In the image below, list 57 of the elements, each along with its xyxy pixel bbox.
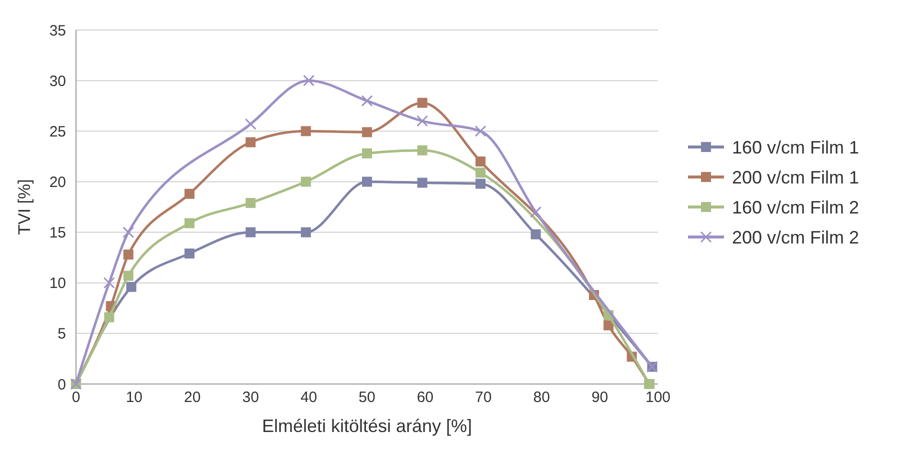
y-tick-label: 30 [49,72,66,90]
point [244,118,256,130]
point [362,176,372,187]
point [246,137,256,148]
y-tick-label: 25 [49,123,66,140]
point [416,115,428,127]
point [417,145,428,156]
legend-label: 160 v/cm Film 2 [732,197,860,218]
y-tick-label: 15 [49,224,66,242]
x-tick-label: 80 [533,389,550,406]
point [530,229,541,240]
y-tick-label: 10 [49,275,66,292]
point [417,178,428,188]
legend-label: 200 v/cm Film 1 [732,167,860,188]
point [361,95,373,107]
x-tick-label: 50 [358,389,376,406]
point [104,312,114,322]
point [604,320,614,330]
point [123,250,134,260]
point [474,125,486,137]
y-tick-label: 20 [49,174,66,191]
legend-label: 200 v/cm Film 2 [732,227,860,248]
point [122,226,134,238]
y-tick-label: 35 [49,22,66,40]
x-tick-label: 30 [242,389,259,406]
point [417,98,428,108]
point [246,198,256,208]
point [123,270,134,281]
point [126,282,136,292]
y-axis-title: TVI [%] [15,179,34,235]
point [475,156,486,166]
x-tick-label: 0 [72,389,80,406]
point [300,176,311,187]
x-tick-label: 90 [591,389,608,406]
point [300,227,311,238]
x-axis-title: Elméleti kitöltési arány [%] [262,416,472,436]
x-tick-label: 20 [184,389,201,406]
point [303,74,315,86]
point [475,178,486,189]
x-tick-label: 100 [645,389,671,406]
point [184,218,194,228]
legend-label: 160 v/cm Film 1 [732,137,860,158]
y-tick-label: 0 [58,376,66,394]
y-tick-label: 5 [58,326,66,343]
x-tick-label: 10 [126,389,143,406]
point [300,126,311,136]
x-tick-label: 70 [475,389,492,406]
point [475,168,486,178]
point [184,188,194,199]
point [530,206,542,218]
point [362,148,372,158]
point [184,248,194,259]
x-tick-label: 40 [300,389,318,406]
x-tick-label: 60 [416,389,434,406]
point [103,277,115,289]
point [246,227,256,238]
point [362,127,372,138]
